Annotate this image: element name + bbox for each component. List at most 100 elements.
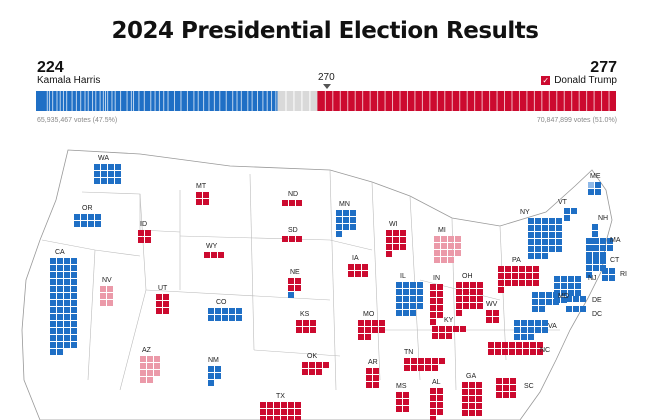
bar-divider [56,91,58,111]
state-tile-ne[interactable] [288,278,301,298]
state-label-mn: MN [339,201,350,208]
state-tile-de[interactable] [566,296,586,302]
state-tile-wy[interactable] [204,252,224,258]
electoral-cell [50,265,56,271]
electoral-cell [323,362,329,368]
electoral-cell [154,356,160,362]
electoral-cell [57,258,63,264]
harris-name: Kamala Harris [37,75,101,86]
state-tile-tx[interactable] [260,402,301,420]
state-tile-sc[interactable] [496,378,516,398]
state-tile-ks[interactable] [296,320,316,333]
state-tile-wa[interactable] [94,164,121,184]
electoral-cell [50,342,56,348]
state-tile-wv[interactable] [486,310,499,323]
electoral-cell [196,192,202,198]
state-tile-ms[interactable] [396,392,409,412]
state-tile-nc[interactable] [488,342,543,355]
state-tile-vt[interactable] [564,208,577,221]
electoral-cell [94,164,100,170]
state-tile-ar[interactable] [366,368,379,388]
electoral-cell [64,258,70,264]
state-tile-id[interactable] [138,230,151,243]
electoral-cell [373,382,379,388]
electoral-cell [362,264,368,270]
state-tile-ok[interactable] [302,362,329,375]
bar-divider [421,91,423,111]
state-tile-al[interactable] [430,388,443,420]
electoral-cell [553,299,559,305]
electoral-cell [571,208,577,214]
state-tile-mo[interactable] [358,320,385,340]
state-tile-me[interactable] [588,182,601,195]
state-tile-il[interactable] [396,282,423,316]
state-tile-co[interactable] [208,308,242,321]
electoral-cell [462,403,468,409]
electoral-cell [296,320,302,326]
electoral-cell [296,236,302,242]
state-tile-mi[interactable] [434,236,461,263]
electoral-cell [463,296,469,302]
electoral-cell [528,225,534,231]
electoral-cell [309,369,315,375]
state-label-ne: NE [290,269,300,276]
electoral-cell [57,328,63,334]
state-tile-dc[interactable] [566,306,586,312]
state-tile-tn[interactable] [404,358,445,371]
electoral-cell [145,230,151,236]
electoral-cell [71,279,77,285]
electoral-cell [50,272,56,278]
bar-divider [158,91,160,111]
state-tile-md[interactable] [532,292,559,312]
state-tile-ri[interactable] [602,268,615,281]
bar-divider [406,91,408,111]
electoral-cell [101,171,107,177]
electoral-cell [510,385,516,391]
state-tile-pa[interactable] [498,266,539,293]
state-tile-mn[interactable] [336,210,356,237]
electoral-cell [437,291,443,297]
state-tile-nd[interactable] [282,200,302,206]
state-tile-ma[interactable] [586,238,613,258]
bar-divider [586,91,588,111]
state-tile-mt[interactable] [196,192,209,205]
electoral-cell [145,237,151,243]
state-label-id: ID [140,221,147,228]
electoral-cell [542,253,548,259]
state-tile-ia[interactable] [348,264,368,277]
electoral-cell [549,232,555,238]
electoral-cell [470,282,476,288]
state-tile-or[interactable] [74,214,101,227]
state-tile-nv[interactable] [100,286,113,306]
state-tile-ca[interactable] [50,258,77,355]
electoral-cell [542,239,548,245]
state-label-vt: VT [558,199,568,206]
bar-divider [46,91,48,111]
electoral-cell [156,301,162,307]
state-tile-sd[interactable] [282,236,302,242]
electoral-cell [417,289,423,295]
electoral-cell [510,392,516,398]
bar-divider [59,91,61,111]
electoral-cell [609,275,615,281]
electoral-cell [455,236,461,242]
electoral-cell [437,388,443,394]
state-tile-ny[interactable] [528,218,562,259]
state-tile-nm[interactable] [208,366,221,386]
bar-divider [466,91,468,111]
state-tile-ky[interactable] [432,326,466,339]
state-tile-az[interactable] [140,356,160,383]
electoral-cell [100,293,106,299]
electoral-cell [533,266,539,272]
state-tile-in[interactable] [430,284,443,325]
state-tile-oh[interactable] [456,282,483,316]
state-tile-va[interactable] [514,320,548,340]
electoral-cell [539,292,545,298]
electoral-cell [236,315,242,321]
state-tile-ut[interactable] [156,294,169,314]
state-tile-ga[interactable] [462,382,482,416]
electoral-cell [430,388,436,394]
state-tile-wi[interactable] [386,230,406,257]
electoral-cell [463,289,469,295]
electoral-cell [274,402,280,408]
